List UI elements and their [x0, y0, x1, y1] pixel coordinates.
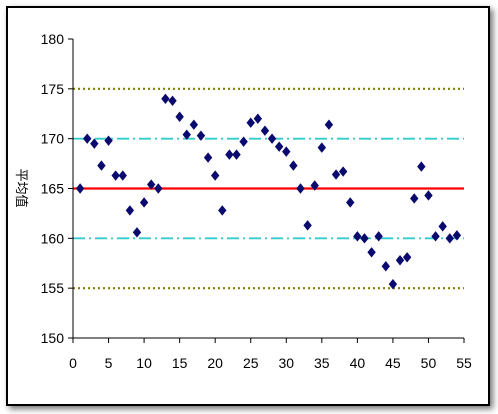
data-point [296, 183, 305, 194]
x-tick-label: 30 [278, 355, 294, 371]
y-tick-label: 175 [41, 81, 65, 97]
data-point [125, 205, 135, 216]
data-point [147, 179, 156, 190]
data-point [367, 247, 376, 258]
data-point [97, 160, 106, 171]
data-point [168, 95, 177, 106]
data-point [431, 231, 440, 242]
data-point [75, 183, 85, 194]
data-point [267, 133, 277, 144]
data-point [203, 152, 213, 163]
data-point [104, 135, 113, 146]
data-point [317, 142, 327, 153]
y-tick-label: 160 [41, 230, 65, 246]
x-tick-label: 0 [69, 355, 77, 371]
y-axis-title: 平均值 [13, 168, 29, 207]
data-point [83, 133, 92, 144]
data-point [395, 255, 405, 266]
data-point [154, 183, 163, 194]
data-point [282, 146, 291, 157]
data-point [161, 93, 170, 104]
data-point [417, 161, 426, 172]
data-point [424, 190, 433, 201]
y-tick-label: 170 [41, 131, 65, 147]
data-point [274, 141, 284, 152]
data-point [90, 138, 99, 149]
y-tick-label: 150 [41, 330, 65, 346]
data-point [410, 193, 419, 204]
data-point [353, 231, 362, 242]
x-tick-label: 50 [421, 355, 437, 371]
data-point [139, 197, 149, 208]
data-point [310, 180, 319, 191]
data-point [118, 170, 127, 181]
data-point [175, 111, 184, 122]
x-tick-label: 20 [207, 355, 223, 371]
data-point [132, 227, 142, 238]
data-point [239, 136, 248, 147]
data-point [445, 233, 454, 244]
data-point [210, 170, 220, 181]
data-point [388, 278, 398, 290]
data-point [360, 233, 369, 244]
data-point [338, 166, 348, 177]
data-point [438, 221, 447, 232]
data-point [189, 119, 199, 130]
data-point [346, 197, 355, 208]
data-point [402, 252, 412, 263]
data-point [253, 113, 263, 124]
data-point [289, 160, 298, 171]
x-tick-label: 55 [456, 355, 472, 371]
data-point [381, 261, 390, 272]
data-point [331, 169, 341, 180]
y-tick-label: 180 [41, 31, 65, 47]
data-point [303, 220, 312, 231]
chart-frame [6, 6, 490, 406]
y-tick-label: 155 [41, 280, 65, 296]
x-tick-label: 25 [243, 355, 259, 371]
data-point [246, 117, 255, 128]
x-tick-label: 45 [385, 355, 401, 371]
data-point [182, 129, 191, 140]
data-point [374, 231, 383, 242]
data-point [232, 149, 241, 160]
y-tick-label: 165 [41, 181, 65, 197]
data-point [225, 149, 234, 160]
data-point [196, 130, 206, 141]
x-tick-label: 5 [105, 355, 113, 371]
data-point [218, 205, 227, 216]
data-point [260, 125, 270, 136]
x-tick-label: 10 [136, 355, 152, 371]
data-point [452, 230, 462, 241]
x-tick-label: 15 [172, 355, 188, 371]
x-tick-label: 40 [350, 355, 366, 371]
data-point [324, 119, 334, 130]
data-point [111, 170, 120, 181]
x-tick-label: 35 [314, 355, 330, 371]
